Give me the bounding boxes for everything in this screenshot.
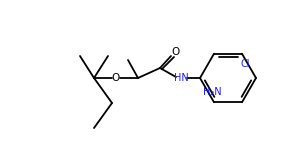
Text: Cl: Cl xyxy=(240,59,250,69)
Text: O: O xyxy=(172,47,180,57)
Text: H₂N: H₂N xyxy=(203,87,221,97)
Text: O: O xyxy=(112,73,120,83)
Text: HN: HN xyxy=(174,73,188,83)
